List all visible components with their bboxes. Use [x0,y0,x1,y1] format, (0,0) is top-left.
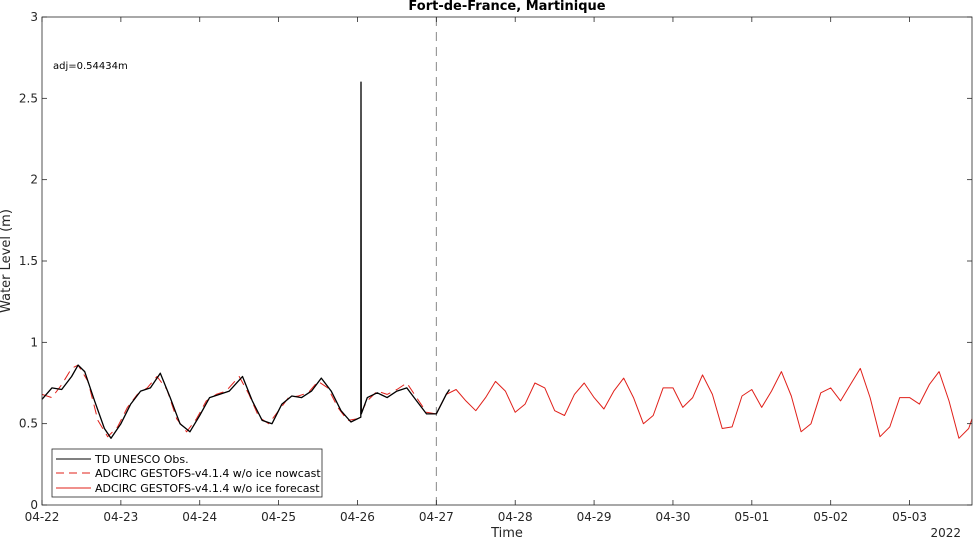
x-tick-label: 04-25 [261,510,296,524]
x-tick-label: 04-26 [340,510,375,524]
y-tick-label: 1 [30,335,38,349]
legend-box [51,448,323,498]
x-tick-label: 04-27 [419,510,454,524]
x-axis-label: Time [490,526,523,541]
y-tick-label: 0 [30,498,38,512]
legend: TD UNESCO Obs. ADCIRC GESTOFS-v4.1.4 w/o… [51,448,323,498]
y-tick-label: 0.5 [19,417,38,431]
legend-entry-forecast: ADCIRC GESTOFS-v4.1.4 w/o ice forecast [95,482,320,495]
x-tick-label: 05-02 [813,510,848,524]
legend-entry-obs: TD UNESCO Obs. [94,453,189,466]
obs-series-line [41,81,451,439]
adjustment-annotation: adj=0.54434m [53,61,128,72]
y-tick-label: 2.5 [19,91,38,105]
y-axis-label: Water Level (m) [0,209,14,313]
axes: 0 0.5 1 1.5 2 2.5 3 04-22 04-23 04-24 04-25 04-26 04… [19,10,973,524]
y-tick-label: 2 [30,173,38,187]
forecast-series-line [435,367,973,439]
x-tick-label: 04-24 [182,510,217,524]
x-tick-label: 05-01 [734,510,769,524]
x-tick-label: 04-22 [25,510,60,524]
x-tick-label: 04-28 [498,510,533,524]
legend-entry-nowcast: ADCIRC GESTOFS-v4.1.4 w/o ice nowcast [95,467,321,480]
nowcast-series-line [41,364,437,438]
chart-title: Fort-de-France, Martinique [408,0,605,14]
plot-area [41,17,973,505]
y-tick-label: 3 [30,10,38,24]
x-tick-label: 04-23 [103,510,138,524]
y-tick-label: 1.5 [19,254,38,268]
year-label: 2022 [930,526,961,540]
x-tick-label: 04-29 [577,510,612,524]
axes-frame [41,16,973,506]
x-tick-label: 05-03 [892,510,927,524]
x-tick-label: 04-30 [656,510,691,524]
